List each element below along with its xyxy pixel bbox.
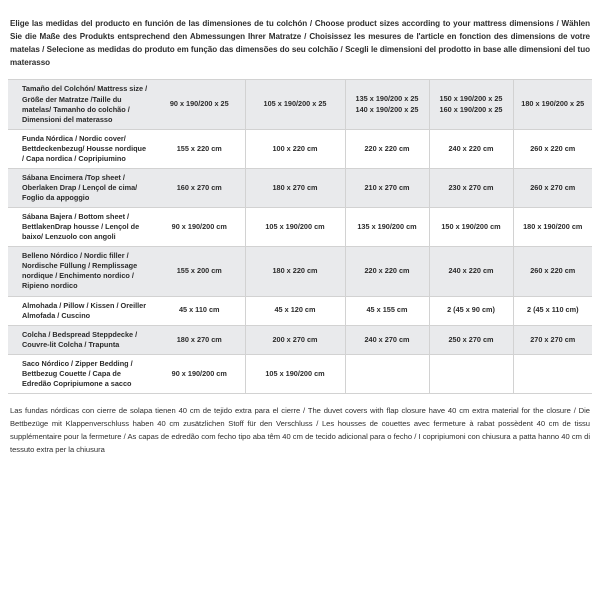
- row-value: 2 (45 x 110 cm): [526, 305, 579, 315]
- row-label: Colcha / Bedspread Steppdecke / Couvre-l…: [22, 329, 138, 349]
- size-table-container: Tamaño del Colchón/ Mattress size / Größ…: [0, 79, 600, 394]
- row-value: 240 x 220 cm: [429, 129, 514, 169]
- row-label: Almohada / Pillow / Kissen / Oreiller Al…: [22, 300, 147, 320]
- row-value: 180 x 220 cm: [245, 246, 346, 296]
- table-row: Funda Nórdica / Nordic cover/ Bettdecken…: [8, 129, 592, 169]
- header-col-1-line-0: 105 x 190/200 x 25: [263, 99, 327, 109]
- row-value: 270 x 270 cm: [530, 334, 576, 344]
- row-label: Sábana Bajera / Bottom sheet / Bettlaken…: [22, 212, 140, 242]
- row-value: 260 x 220 cm: [530, 266, 576, 276]
- table-row: Sábana Encimera /Top sheet / Oberlaken D…: [8, 168, 592, 208]
- mattress-size-table: Tamaño del Colchón/ Mattress size / Größ…: [8, 79, 592, 394]
- row-value: 135 x 190/200 cm: [345, 207, 430, 247]
- table-row: Almohada / Pillow / Kissen / Oreiller Al…: [8, 296, 592, 326]
- row-label: Sábana Encimera /Top sheet / Oberlaken D…: [22, 172, 138, 202]
- table-row: Belleno Nórdico / Nordic filler / Nordis…: [8, 246, 592, 296]
- row-value: 2 (45 x 90 cm): [429, 296, 514, 326]
- row-value: 105 x 190/200 cm: [245, 354, 346, 394]
- row-value: 45 x 155 cm: [345, 296, 430, 326]
- row-value: 180 x 270 cm: [245, 168, 346, 208]
- header-col-0: 90 x 190/200 x 25: [154, 79, 246, 130]
- header-col-3: 150 x 190/200 x 25 160 x 190/200 x 25: [429, 79, 514, 130]
- row-label: Funda Nórdica / Nordic cover/ Bettdecken…: [22, 133, 147, 163]
- table-body: Tamaño del Colchón/ Mattress size / Größ…: [8, 79, 592, 394]
- header-col-0-line-0: 90 x 190/200 x 25: [169, 99, 229, 109]
- row-value: [513, 354, 592, 393]
- row-value: 155 x 200 cm: [154, 246, 246, 296]
- row-value: 150 x 190/200 cm: [429, 207, 514, 247]
- row-value: 260 x 270 cm: [530, 182, 576, 192]
- footnote-paragraph: Las fundas nórdicas con cierre de solapa…: [10, 405, 590, 455]
- header-col-3-line-0: 150 x 190/200 x 25: [439, 94, 503, 104]
- row-value: 220 x 220 cm: [345, 246, 430, 296]
- row-label: Saco Nórdico / Zipper Bedding / Bettbezu…: [22, 358, 133, 388]
- row-value: 180 x 270 cm: [154, 325, 246, 355]
- header-col-1: 105 x 190/200 x 25: [245, 79, 346, 130]
- row-value: 260 x 220 cm: [530, 143, 576, 153]
- row-value: 160 x 270 cm: [154, 168, 246, 208]
- row-value: 45 x 120 cm: [245, 296, 346, 326]
- row-value: 240 x 270 cm: [345, 325, 430, 355]
- header-col-2-line-0: 135 x 190/200 x 25: [355, 94, 419, 104]
- row-value: 105 x 190/200 cm: [245, 207, 346, 247]
- row-value: 155 x 220 cm: [154, 129, 246, 169]
- row-value: 180 x 190/200 cm: [523, 221, 583, 231]
- row-value: [345, 354, 430, 394]
- row-value: 240 x 220 cm: [429, 246, 514, 296]
- table-header-row: Tamaño del Colchón/ Mattress size / Größ…: [8, 79, 592, 130]
- header-col-4-line-0: 180 x 190/200 x 25: [521, 99, 585, 109]
- row-value: [429, 354, 514, 394]
- row-value: 45 x 110 cm: [154, 296, 246, 326]
- row-value: 220 x 220 cm: [345, 129, 430, 169]
- header-col-4: 180 x 190/200 x 25: [513, 80, 592, 129]
- row-value: 210 x 270 cm: [345, 168, 430, 208]
- row-label: Belleno Nórdico / Nordic filler / Nordis…: [22, 251, 138, 291]
- row-value: 200 x 270 cm: [245, 325, 346, 355]
- header-col-3-line-1: 160 x 190/200 x 25: [439, 104, 503, 114]
- row-value: 90 x 190/200 cm: [154, 207, 246, 247]
- header-col-2-line-1: 140 x 190/200 x 25: [355, 104, 419, 114]
- intro-paragraph: Elige las medidas del producto en funció…: [10, 19, 590, 68]
- row-value: 250 x 270 cm: [429, 325, 514, 355]
- table-row: Saco Nórdico / Zipper Bedding / Bettbezu…: [8, 354, 592, 394]
- table-row: Colcha / Bedspread Steppdecke / Couvre-l…: [8, 325, 592, 355]
- row-value: 230 x 270 cm: [429, 168, 514, 208]
- row-value: 90 x 190/200 cm: [154, 354, 246, 394]
- header-col-2: 135 x 190/200 x 25 140 x 190/200 x 25: [345, 79, 430, 130]
- row-value: 100 x 220 cm: [245, 129, 346, 169]
- header-label-cell: Tamaño del Colchón/ Mattress size / Größ…: [22, 84, 148, 124]
- table-row: Sábana Bajera / Bottom sheet / Bettlaken…: [8, 207, 592, 247]
